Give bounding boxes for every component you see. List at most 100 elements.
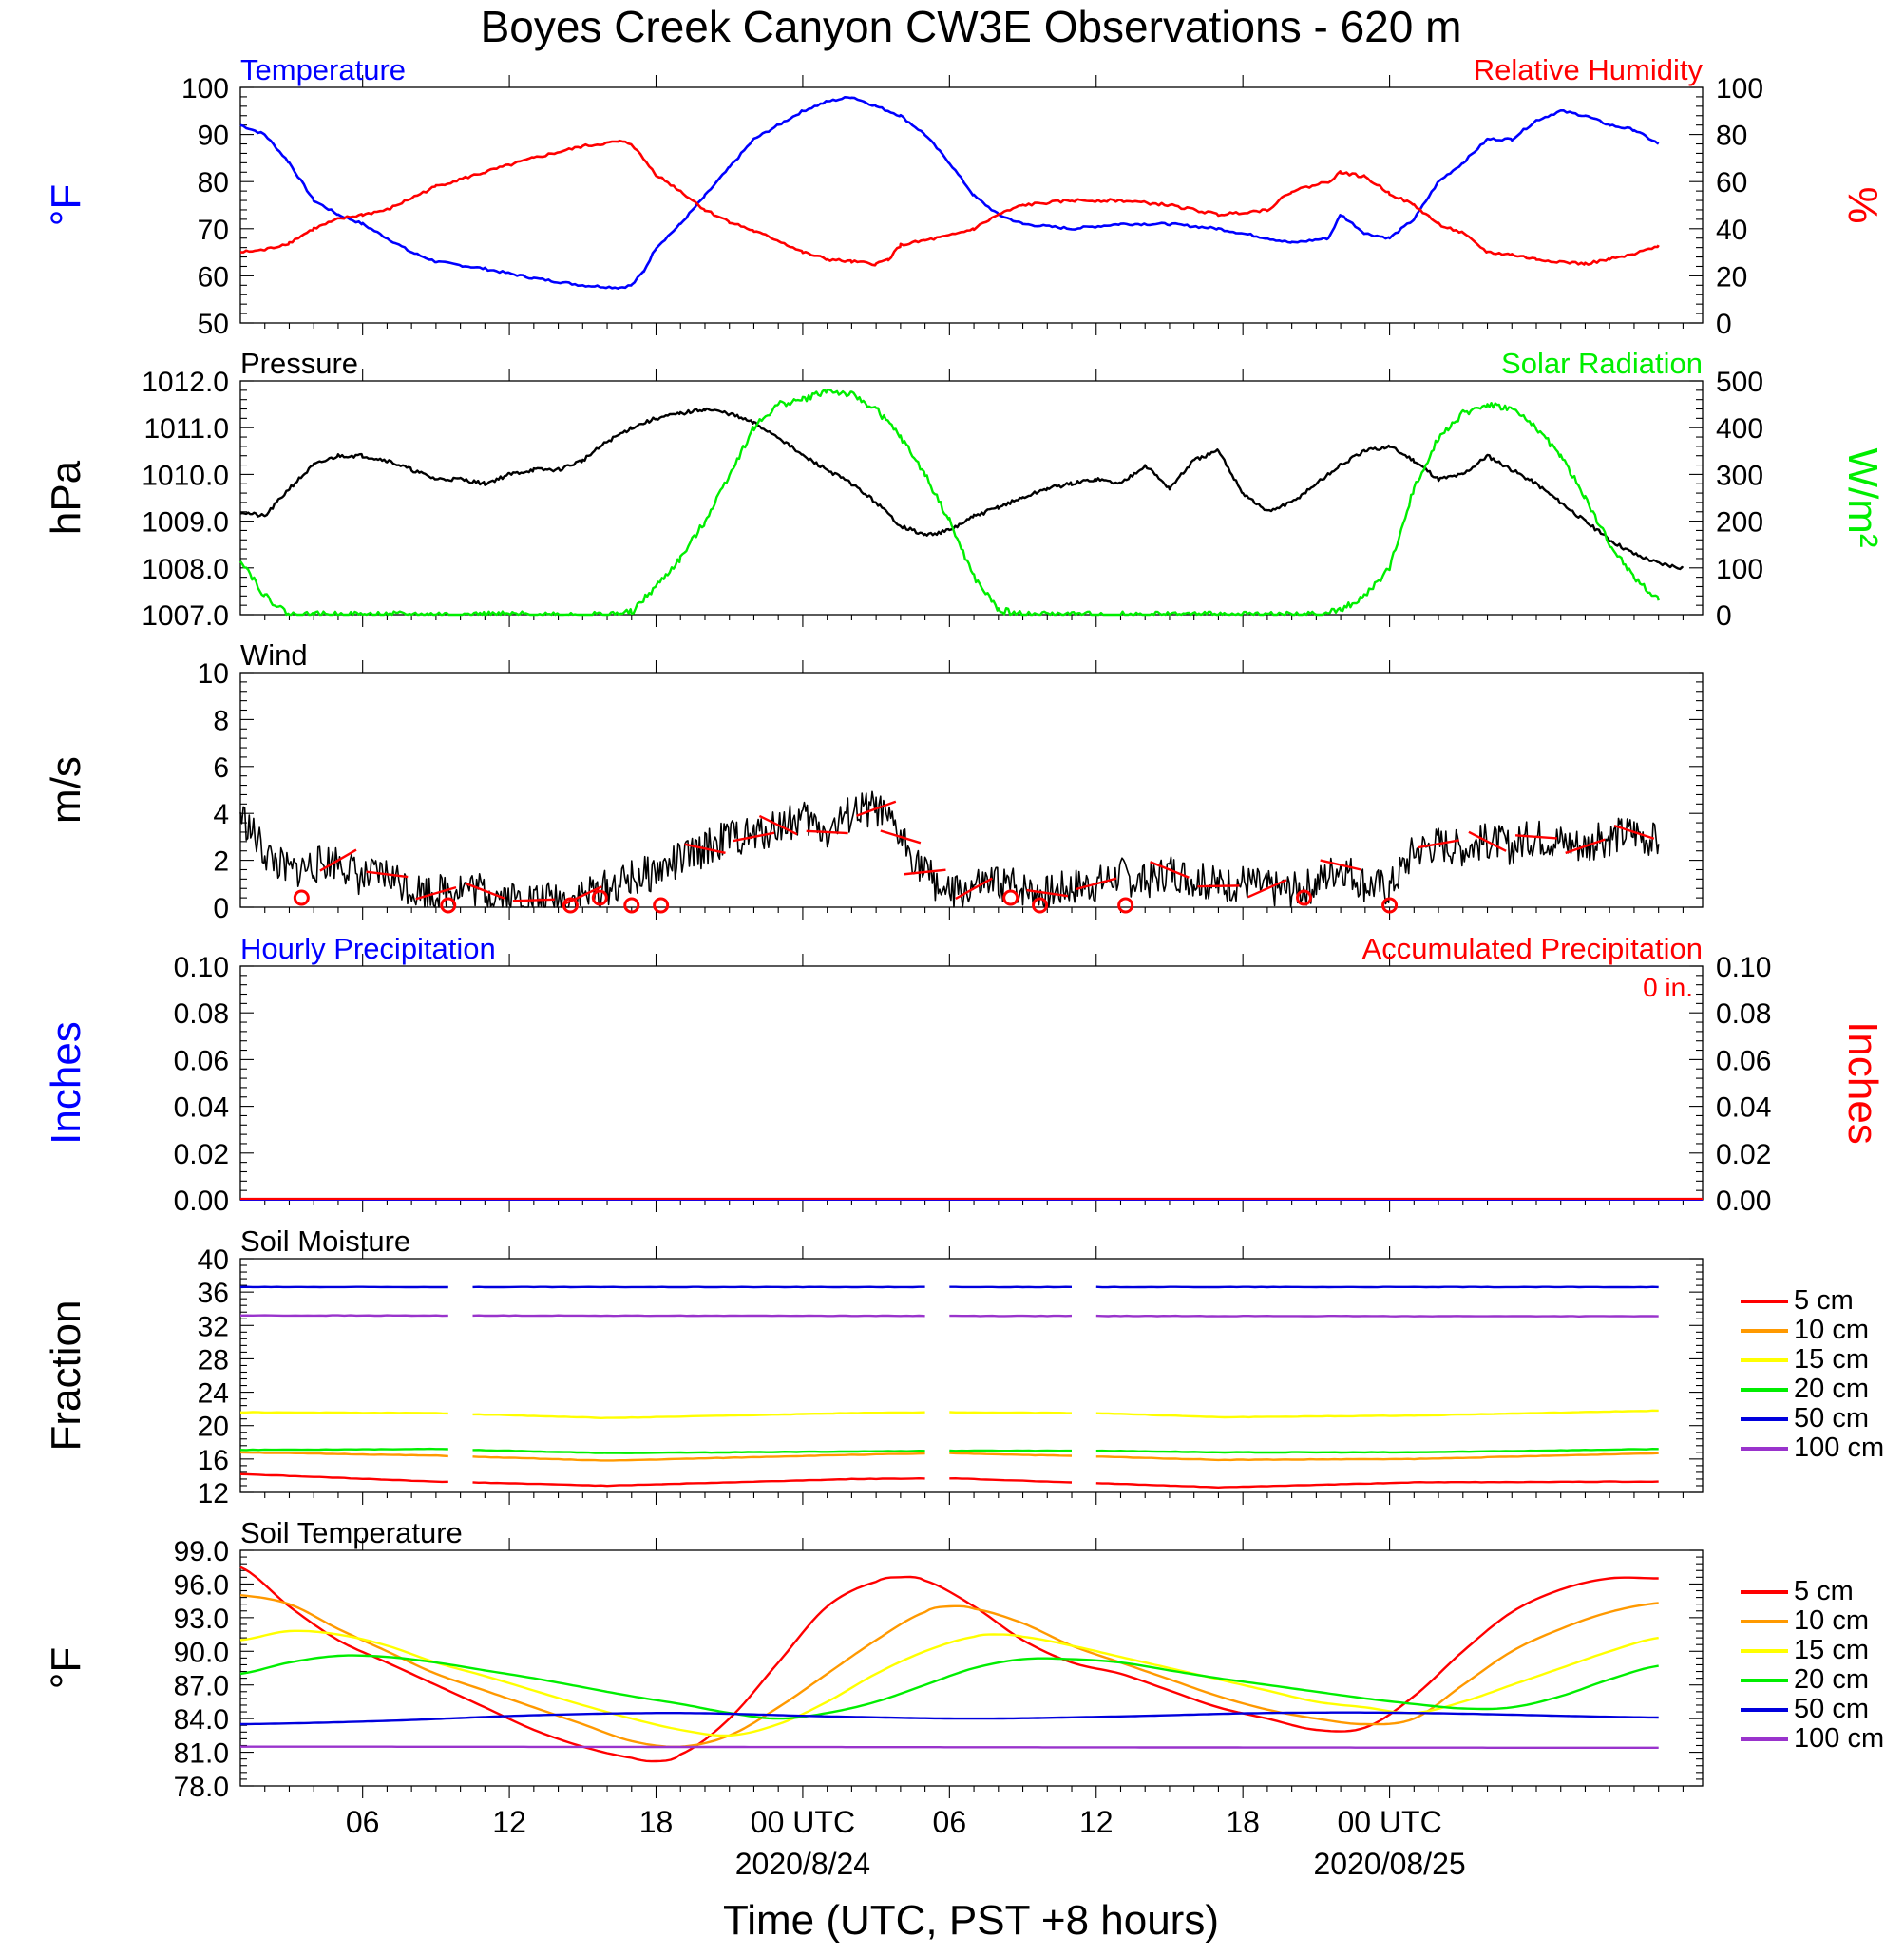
wind-ylabel-left: m/s xyxy=(43,756,89,824)
soil-moisture-series-15cm xyxy=(472,1411,925,1419)
precip-frame xyxy=(239,965,1704,1201)
soil-temp-y-tick-label: 93.0 xyxy=(174,1604,229,1635)
temp-rh-y2-tick-label: 20 xyxy=(1716,261,1747,293)
x-tick-label: 18 xyxy=(1226,1805,1260,1839)
wind-barb xyxy=(1613,825,1655,840)
soil-temp-series-15cm xyxy=(239,1629,1659,1737)
soil-moisture-series-15cm xyxy=(949,1411,1073,1414)
soil-moisture-y-tick-label: 28 xyxy=(198,1344,229,1376)
soil-moisture-series-10cm xyxy=(949,1452,1073,1457)
precip-y-tick-label: 0.10 xyxy=(174,952,229,983)
soil-temp-series-10cm xyxy=(239,1594,1659,1748)
temp-rh-y-tick-label: 90 xyxy=(198,121,229,152)
pressure-solar-y2-tick-label: 400 xyxy=(1716,413,1763,445)
pressure-solar-y2-tick-label: 500 xyxy=(1716,367,1763,398)
temp-rh-y2-tick-label: 80 xyxy=(1716,121,1747,152)
soil-moisture-legend-label: 100 cm xyxy=(1794,1433,1884,1463)
soil-moisture-series-100cm xyxy=(239,1314,448,1318)
precip-ylabel-left: Inches xyxy=(43,1021,89,1145)
wind-y-tick-label: 6 xyxy=(213,752,229,784)
x-tick-label: 12 xyxy=(492,1805,526,1839)
wind-y-tick-label: 0 xyxy=(213,893,229,924)
precip-ylabel-right: Inches xyxy=(1839,1021,1886,1145)
soil-moisture-legend-label: 50 cm xyxy=(1794,1403,1869,1433)
x-tick-label: 00 UTC xyxy=(1337,1805,1441,1839)
wind-calm-marker xyxy=(562,897,579,914)
soil-temp-y-tick-label: 78.0 xyxy=(174,1772,229,1803)
wind-barb xyxy=(366,870,409,879)
precip-y2-tick-label: 0.04 xyxy=(1716,1092,1771,1124)
temp-rh-y-tick-label: 50 xyxy=(198,309,229,340)
wind-barb xyxy=(1150,861,1190,879)
soil-moisture-series-20cm xyxy=(239,1447,448,1452)
pressure-solar-y2-tick-label: 300 xyxy=(1716,460,1763,491)
soil-moisture-series-5cm xyxy=(1095,1480,1659,1489)
soil-temp-legend-label: 15 cm xyxy=(1794,1635,1869,1665)
wind-barb xyxy=(904,868,946,876)
temp-rh-y2-tick-label: 40 xyxy=(1716,215,1747,246)
soil-moisture-series-100cm xyxy=(1095,1314,1659,1318)
soil-moisture-series-20cm xyxy=(1095,1448,1659,1454)
temp-rh-y2-tick-label: 100 xyxy=(1716,73,1763,104)
soil-temp-series-100cm xyxy=(240,1745,1659,1749)
soil-temp-y-tick-label: 87.0 xyxy=(174,1671,229,1702)
x-date-label: 2020/8/24 xyxy=(735,1847,870,1881)
pressure-solar-y2-tick-label: 200 xyxy=(1716,507,1763,539)
wind-calm-marker xyxy=(1117,897,1134,914)
temp-rh-frame xyxy=(239,86,1704,324)
wind-barb xyxy=(512,898,555,902)
temp-rh-ylabel-right: % xyxy=(1839,186,1886,223)
wind-calm-marker xyxy=(1032,897,1049,914)
soil-moisture-legend-label: 15 cm xyxy=(1794,1344,1869,1375)
temp-rh-y2-tick-label: 0 xyxy=(1716,309,1732,340)
soil-temp-ylabel-left: °F xyxy=(43,1647,89,1689)
temp-rh-y-tick-label: 70 xyxy=(198,215,229,246)
precip-y-tick-label: 0.02 xyxy=(174,1139,229,1170)
soil-moisture-y-tick-label: 40 xyxy=(198,1244,229,1276)
soil-temp-title-left: Soil Temperature xyxy=(240,1516,463,1549)
soil-temp-legend-label: 10 cm xyxy=(1794,1605,1869,1636)
wind-calm-marker xyxy=(1002,889,1019,906)
pressure-solar-series-pressure xyxy=(239,407,1685,571)
wind-barb xyxy=(684,843,726,854)
soil-moisture-series-20cm xyxy=(472,1449,925,1454)
wind-y-tick-label: 4 xyxy=(213,799,229,830)
soil-temp-y-tick-label: 90.0 xyxy=(174,1637,229,1668)
pressure-solar-ylabel-left: hPa xyxy=(43,460,89,535)
x-tick-label: 00 UTC xyxy=(751,1805,855,1839)
wind-y-tick-label: 8 xyxy=(213,705,229,736)
pressure-solar-y-tick-label: 1011.0 xyxy=(143,413,229,445)
soil-moisture-y-tick-label: 12 xyxy=(198,1478,229,1509)
soil-moisture-series-100cm xyxy=(472,1314,925,1318)
soil-moisture-frame xyxy=(239,1258,1704,1493)
wind-barb xyxy=(733,831,775,843)
precip-y-tick-label: 0.08 xyxy=(174,998,229,1030)
wind-barb xyxy=(1320,859,1361,871)
wind-barb xyxy=(415,885,457,901)
precip-y2-tick-label: 0.06 xyxy=(1716,1045,1771,1076)
soil-moisture-legend-label: 20 cm xyxy=(1794,1374,1869,1404)
wind-barb xyxy=(465,882,505,900)
wind-barb xyxy=(1565,838,1606,855)
wind-calm-marker xyxy=(623,897,640,914)
pressure-solar-y-tick-label: 1012.0 xyxy=(142,367,229,398)
pressure-solar-y2-tick-label: 0 xyxy=(1716,600,1732,632)
pressure-solar-y-tick-label: 1009.0 xyxy=(142,507,229,539)
pressure-solar-y-tick-label: 1010.0 xyxy=(142,460,229,491)
wind-barb xyxy=(1026,888,1069,898)
precip-y2-tick-label: 0.10 xyxy=(1716,952,1771,983)
wind-barb xyxy=(1514,834,1558,840)
soil-temp-series-20cm xyxy=(239,1654,1659,1720)
precip-y2-tick-label: 0.08 xyxy=(1716,998,1771,1030)
wind-barb xyxy=(856,800,897,817)
soil-temp-series-50cm xyxy=(240,1711,1659,1726)
soil-temp-series-5cm xyxy=(239,1566,1659,1763)
soil-moisture-series-10cm xyxy=(239,1451,448,1458)
soil-temp-frame xyxy=(239,1549,1704,1787)
temp-rh-ylabel-left: °F xyxy=(43,184,89,226)
soil-temp-y-tick-label: 99.0 xyxy=(174,1536,229,1567)
pressure-solar-y-tick-label: 1007.0 xyxy=(142,600,229,632)
soil-moisture-series-15cm xyxy=(240,1411,448,1415)
temp-rh-y-tick-label: 60 xyxy=(198,261,229,293)
